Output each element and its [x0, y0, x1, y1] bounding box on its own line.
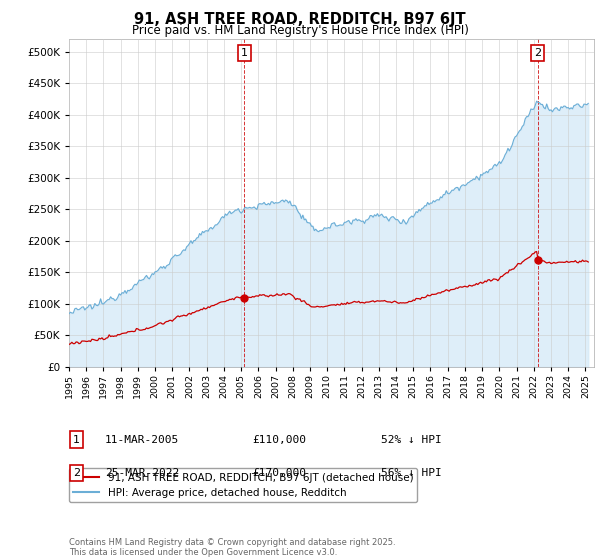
Text: 11-MAR-2005: 11-MAR-2005: [105, 435, 179, 445]
Legend: 91, ASH TREE ROAD, REDDITCH, B97 6JT (detached house), HPI: Average price, detac: 91, ASH TREE ROAD, REDDITCH, B97 6JT (de…: [69, 468, 418, 502]
Text: Contains HM Land Registry data © Crown copyright and database right 2025.
This d: Contains HM Land Registry data © Crown c…: [69, 538, 395, 557]
Text: 56% ↓ HPI: 56% ↓ HPI: [381, 468, 442, 478]
Text: 2: 2: [73, 468, 80, 478]
Text: £110,000: £110,000: [252, 435, 306, 445]
Text: 2: 2: [534, 48, 541, 58]
Text: 1: 1: [73, 435, 80, 445]
Text: 52% ↓ HPI: 52% ↓ HPI: [381, 435, 442, 445]
Text: £170,000: £170,000: [252, 468, 306, 478]
Text: Price paid vs. HM Land Registry's House Price Index (HPI): Price paid vs. HM Land Registry's House …: [131, 24, 469, 36]
Text: 1: 1: [241, 48, 248, 58]
Text: 25-MAR-2022: 25-MAR-2022: [105, 468, 179, 478]
Text: 91, ASH TREE ROAD, REDDITCH, B97 6JT: 91, ASH TREE ROAD, REDDITCH, B97 6JT: [134, 12, 466, 27]
